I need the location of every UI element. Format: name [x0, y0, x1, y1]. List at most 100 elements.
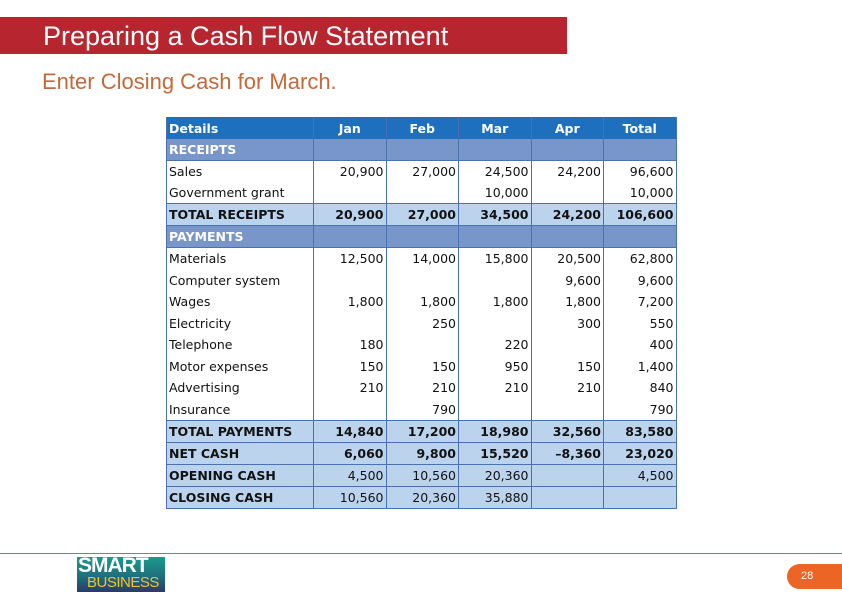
cell-jan[interactable]: 20,900	[313, 203, 387, 226]
cell-mar[interactable]: 24,500	[458, 160, 532, 182]
cell-feb[interactable]	[385, 182, 459, 204]
cell-mar[interactable]: 34,500	[458, 203, 532, 226]
section-row-receipts: RECEIPTS	[166, 139, 677, 161]
cell-jan[interactable]	[313, 398, 387, 421]
logo-line1: SMART	[78, 554, 149, 577]
cell-total[interactable]: 4,500	[603, 464, 677, 487]
cell-feb[interactable]	[385, 269, 459, 291]
cell-jan[interactable]: 6,060	[313, 442, 387, 465]
cell-mar[interactable]: 950	[458, 355, 532, 377]
cell-feb[interactable]: 17,200	[385, 420, 459, 443]
cell-jan[interactable]	[313, 269, 387, 291]
cell-apr[interactable]	[530, 334, 604, 356]
cell-jan[interactable]: 150	[313, 355, 387, 377]
cell-jan[interactable]: 14,840	[313, 420, 387, 443]
cell-jan[interactable]: 1,800	[313, 291, 387, 313]
cell-total[interactable]: 62,800	[603, 247, 677, 270]
cell-feb[interactable]: 1,800	[385, 291, 459, 313]
cell-apr[interactable]: –8,360	[530, 442, 604, 465]
cell-feb[interactable]: 10,560	[385, 464, 459, 487]
cell-total[interactable]: 550	[603, 312, 677, 334]
cell-total[interactable]: 400	[603, 334, 677, 356]
row-label: Advertising	[166, 377, 314, 399]
cell-feb[interactable]: 14,000	[385, 247, 459, 270]
cell-total[interactable]	[603, 486, 677, 509]
cell-mar[interactable]: 10,000	[458, 182, 532, 204]
header-apr: Apr	[530, 117, 604, 139]
cell-apr[interactable]	[530, 464, 604, 487]
smart-business-logo: SMART BUSINESS	[77, 554, 165, 592]
table-row-motor-expenses: Motor expenses 150 150 950 150 1,400	[166, 355, 677, 377]
cell-apr[interactable]: 210	[530, 377, 604, 399]
table-row-telephone: Telephone 180 220 400	[166, 334, 677, 356]
cell-mar[interactable]	[458, 269, 532, 291]
cell-feb[interactable]: 250	[385, 312, 459, 334]
section-label: RECEIPTS	[166, 139, 314, 161]
cell-apr[interactable]: 9,600	[530, 269, 604, 291]
cell-mar[interactable]: 20,360	[458, 464, 532, 487]
cell-apr[interactable]: 24,200	[530, 203, 604, 226]
cell-mar[interactable]: 210	[458, 377, 532, 399]
cell-feb[interactable]: 150	[385, 355, 459, 377]
cell-feb[interactable]: 9,800	[385, 442, 459, 465]
cell-apr[interactable]: 24,200	[530, 160, 604, 182]
cell-feb[interactable]	[385, 334, 459, 356]
cell-jan[interactable]: 12,500	[313, 247, 387, 270]
cell-mar[interactable]	[458, 312, 532, 334]
cell-apr[interactable]: 300	[530, 312, 604, 334]
row-label: Materials	[166, 247, 314, 270]
cell-mar[interactable]: 1,800	[458, 291, 532, 313]
row-label: CLOSING CASH	[166, 486, 314, 509]
cell-total[interactable]: 1,400	[603, 355, 677, 377]
table-row-sales: Sales 20,900 27,000 24,500 24,200 96,600	[166, 160, 677, 182]
cell-total[interactable]: 840	[603, 377, 677, 399]
cell-total[interactable]: 23,020	[603, 442, 677, 465]
header-jan: Jan	[313, 117, 387, 139]
cell-mar[interactable]: 15,520	[458, 442, 532, 465]
cell-total[interactable]: 790	[603, 398, 677, 421]
row-label: Government grant	[166, 182, 314, 204]
total-payments-row: TOTAL PAYMENTS 14,840 17,200 18,980 32,5…	[166, 420, 677, 443]
cell-mar-closing-cash-input[interactable]: 35,880	[458, 486, 532, 509]
row-label: Sales	[166, 160, 314, 182]
section-row-payments: PAYMENTS	[166, 225, 677, 248]
cell-total[interactable]: 10,000	[603, 182, 677, 204]
cell-total[interactable]: 106,600	[603, 203, 677, 226]
cell-feb[interactable]: 27,000	[385, 160, 459, 182]
closing-cash-row: CLOSING CASH 10,560 20,360 35,880	[166, 486, 677, 509]
cell-jan[interactable]: 10,560	[313, 486, 387, 509]
cell-apr[interactable]: 1,800	[530, 291, 604, 313]
cell-feb[interactable]: 210	[385, 377, 459, 399]
cell-mar[interactable]: 18,980	[458, 420, 532, 443]
cell-jan[interactable]: 4,500	[313, 464, 387, 487]
cell-apr[interactable]	[530, 398, 604, 421]
instruction-text: Enter Closing Cash for March.	[42, 69, 337, 94]
cell-apr[interactable]	[530, 182, 604, 204]
cash-flow-table: Details Jan Feb Mar Apr Total RECEIPTS S…	[166, 117, 677, 509]
cell-total[interactable]: 9,600	[603, 269, 677, 291]
page-number-badge	[787, 564, 842, 589]
cell-apr[interactable]	[530, 486, 604, 509]
cell-apr[interactable]: 150	[530, 355, 604, 377]
cell-jan[interactable]	[313, 312, 387, 334]
table-row-computer-system: Computer system 9,600 9,600	[166, 269, 677, 291]
cell-feb[interactable]: 27,000	[385, 203, 459, 226]
cell-jan[interactable]: 180	[313, 334, 387, 356]
row-label: Computer system	[166, 269, 314, 291]
cell-total[interactable]: 83,580	[603, 420, 677, 443]
footer-divider	[0, 553, 842, 554]
cell-feb[interactable]: 20,360	[385, 486, 459, 509]
cell-apr[interactable]: 32,560	[530, 420, 604, 443]
cell-mar[interactable]: 15,800	[458, 247, 532, 270]
row-label: TOTAL RECEIPTS	[166, 203, 314, 226]
total-receipts-row: TOTAL RECEIPTS 20,900 27,000 34,500 24,2…	[166, 203, 677, 226]
cell-mar[interactable]: 220	[458, 334, 532, 356]
cell-apr[interactable]: 20,500	[530, 247, 604, 270]
cell-jan[interactable]	[313, 182, 387, 204]
cell-jan[interactable]: 210	[313, 377, 387, 399]
cell-jan[interactable]: 20,900	[313, 160, 387, 182]
cell-mar[interactable]	[458, 398, 532, 421]
cell-total[interactable]: 7,200	[603, 291, 677, 313]
cell-total[interactable]: 96,600	[603, 160, 677, 182]
cell-feb[interactable]: 790	[385, 398, 459, 421]
